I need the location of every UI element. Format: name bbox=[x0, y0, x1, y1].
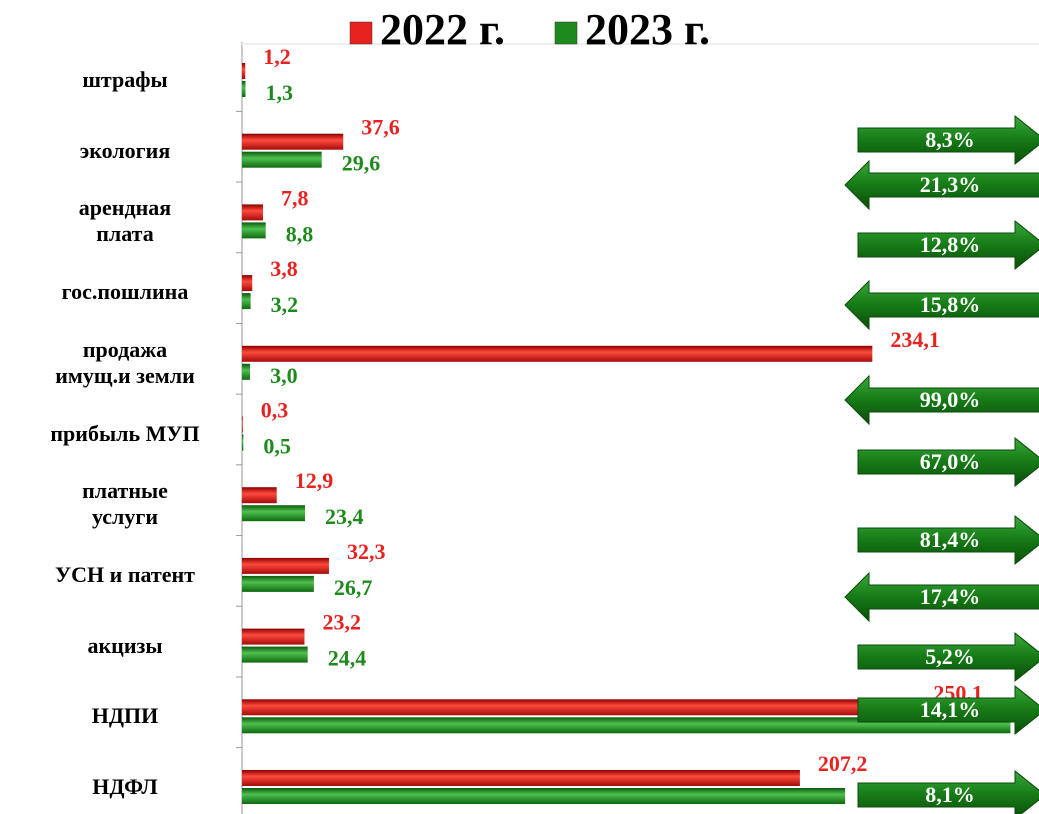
value-label: 8,8 bbox=[286, 221, 314, 246]
value-label: 3,2 bbox=[271, 292, 299, 317]
value-label: 3,0 bbox=[270, 363, 298, 388]
change-arrow bbox=[857, 514, 1039, 566]
value-label: 234,1 bbox=[890, 327, 940, 352]
category-label: платные услуги bbox=[82, 478, 168, 530]
bar bbox=[242, 788, 846, 804]
bar bbox=[242, 345, 873, 362]
bar bbox=[242, 416, 243, 433]
change-label: 21,3% bbox=[920, 172, 981, 197]
bar bbox=[242, 363, 251, 380]
value-label: 29,6 bbox=[342, 151, 381, 176]
change-arrow bbox=[857, 436, 1039, 488]
bar bbox=[242, 575, 314, 592]
value-label: 3,8 bbox=[270, 256, 298, 281]
category-label: акцизы bbox=[87, 632, 163, 658]
change-label: 8,1% bbox=[925, 782, 975, 807]
category-label: НДПИ bbox=[91, 703, 159, 729]
change-label: 81,4% bbox=[920, 527, 981, 552]
change-arrow bbox=[844, 571, 1039, 623]
bar bbox=[242, 487, 277, 504]
category-label: прибыль МУП bbox=[50, 420, 200, 446]
value-label: 0,3 bbox=[261, 398, 289, 423]
change-arrow bbox=[844, 374, 1039, 426]
value-label: 12,9 bbox=[295, 468, 334, 493]
bar bbox=[242, 770, 800, 786]
category-label: гос.пошлина bbox=[61, 279, 189, 305]
value-label: 24,4 bbox=[328, 646, 367, 671]
bar bbox=[242, 275, 253, 292]
value-label: 207,2 bbox=[818, 751, 868, 776]
bar bbox=[242, 699, 916, 716]
category-label: НДФЛ bbox=[92, 774, 158, 799]
category-label: продажа имущ.и земли bbox=[55, 336, 195, 388]
value-label: 1,2 bbox=[263, 44, 291, 69]
value-label: 23,2 bbox=[322, 610, 361, 635]
legend-swatch bbox=[349, 21, 373, 45]
bar bbox=[242, 151, 322, 168]
bar bbox=[242, 628, 305, 645]
change-label: 15,8% bbox=[920, 292, 981, 317]
change-label: 12,8% bbox=[920, 232, 981, 257]
value-label: 37,6 bbox=[361, 115, 400, 140]
category-label: штрафы bbox=[82, 67, 168, 92]
bar bbox=[242, 81, 246, 97]
value-label: 1,3 bbox=[266, 80, 294, 105]
legend-swatch bbox=[554, 21, 578, 45]
change-label: 17,4% bbox=[920, 584, 981, 609]
value-label: 7,8 bbox=[281, 185, 309, 210]
category-label: экология bbox=[79, 137, 171, 163]
change-arrow bbox=[857, 684, 1039, 736]
legend-label: 2022 г. bbox=[380, 5, 505, 54]
value-label: 23,4 bbox=[325, 504, 364, 529]
bar bbox=[242, 293, 251, 310]
bar bbox=[242, 133, 344, 150]
bar bbox=[242, 557, 329, 574]
bar bbox=[242, 222, 266, 239]
change-label: 8,3% bbox=[925, 127, 975, 152]
change-label: 5,2% bbox=[925, 644, 975, 669]
category-label: УСН и патент bbox=[55, 561, 195, 587]
change-arrow bbox=[844, 279, 1039, 331]
legend-label: 2023 г. bbox=[585, 5, 710, 54]
change-arrow bbox=[857, 769, 1039, 814]
change-arrow bbox=[844, 159, 1039, 211]
change-label: 14,1% bbox=[920, 697, 981, 722]
bar bbox=[242, 204, 264, 221]
bar bbox=[242, 717, 1011, 734]
value-label: 0,5 bbox=[263, 434, 291, 459]
change-arrow bbox=[857, 114, 1039, 166]
bar bbox=[242, 646, 308, 663]
category-label: арендная плата bbox=[78, 195, 172, 247]
bar bbox=[242, 505, 306, 522]
change-label: 67,0% bbox=[920, 449, 981, 474]
change-arrow bbox=[857, 631, 1039, 683]
bar bbox=[242, 434, 244, 451]
value-label: 32,3 bbox=[347, 539, 386, 564]
change-arrow bbox=[857, 219, 1039, 271]
value-label: 26,7 bbox=[334, 575, 373, 600]
bar bbox=[242, 63, 246, 79]
change-label: 99,0% bbox=[920, 387, 981, 412]
